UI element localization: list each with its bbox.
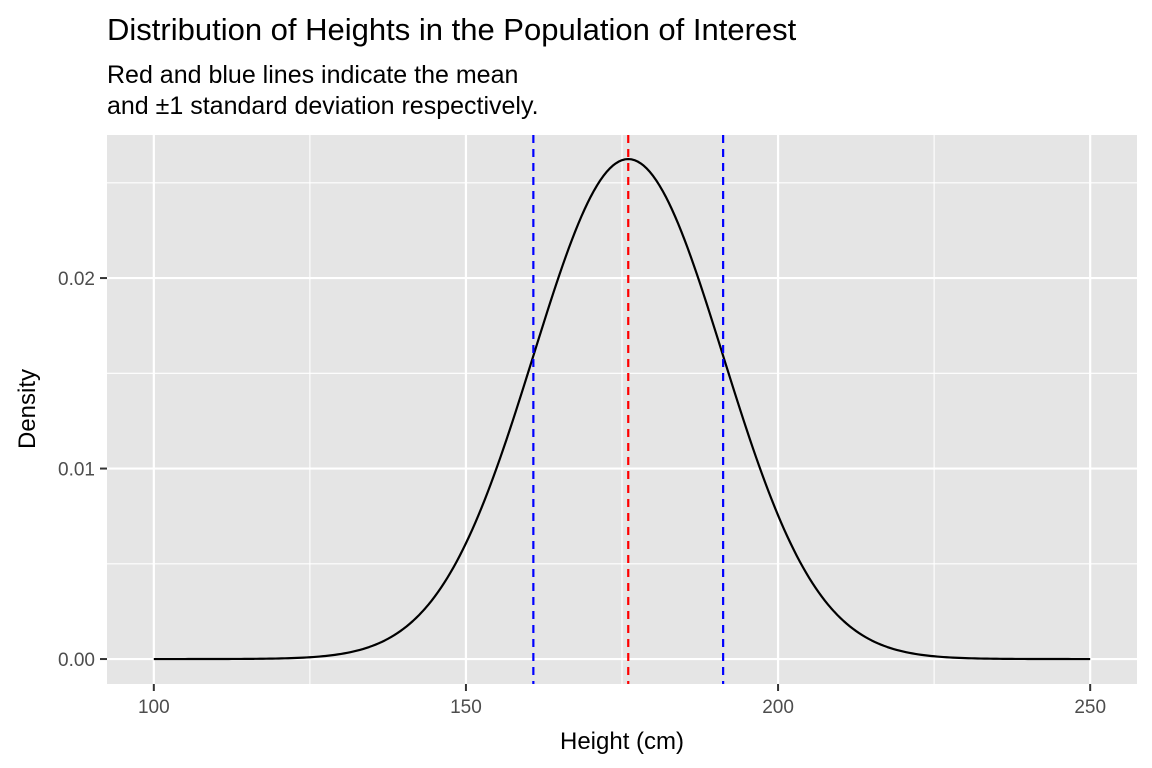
y-tick-label: 0.01 xyxy=(58,460,95,481)
chart-subtitle-line-1: Red and blue lines indicate the mean xyxy=(107,61,518,89)
y-tick-label: 0.02 xyxy=(58,269,95,290)
x-axis-title: Height (cm) xyxy=(560,728,684,755)
reference-lines xyxy=(532,135,725,684)
density-curve xyxy=(153,157,1091,661)
chart-subtitle-line-2: and ±1 standard deviation respectively. xyxy=(107,92,539,120)
x-axis: 100 150 200 250 xyxy=(138,684,1106,718)
minor-gridlines xyxy=(107,135,1137,684)
x-tick-label: 150 xyxy=(450,697,482,718)
x-tick-label: 200 xyxy=(762,697,794,718)
y-axis: 0.00 0.01 0.02 xyxy=(58,269,107,671)
y-tick-label: 0.00 xyxy=(58,650,95,671)
chart-title: Distribution of Heights in the Populatio… xyxy=(107,12,797,47)
y-axis-title: Density xyxy=(14,369,41,449)
x-tick-label: 250 xyxy=(1074,697,1106,718)
curve-layer xyxy=(153,157,1091,661)
x-tick-label: 100 xyxy=(138,697,170,718)
